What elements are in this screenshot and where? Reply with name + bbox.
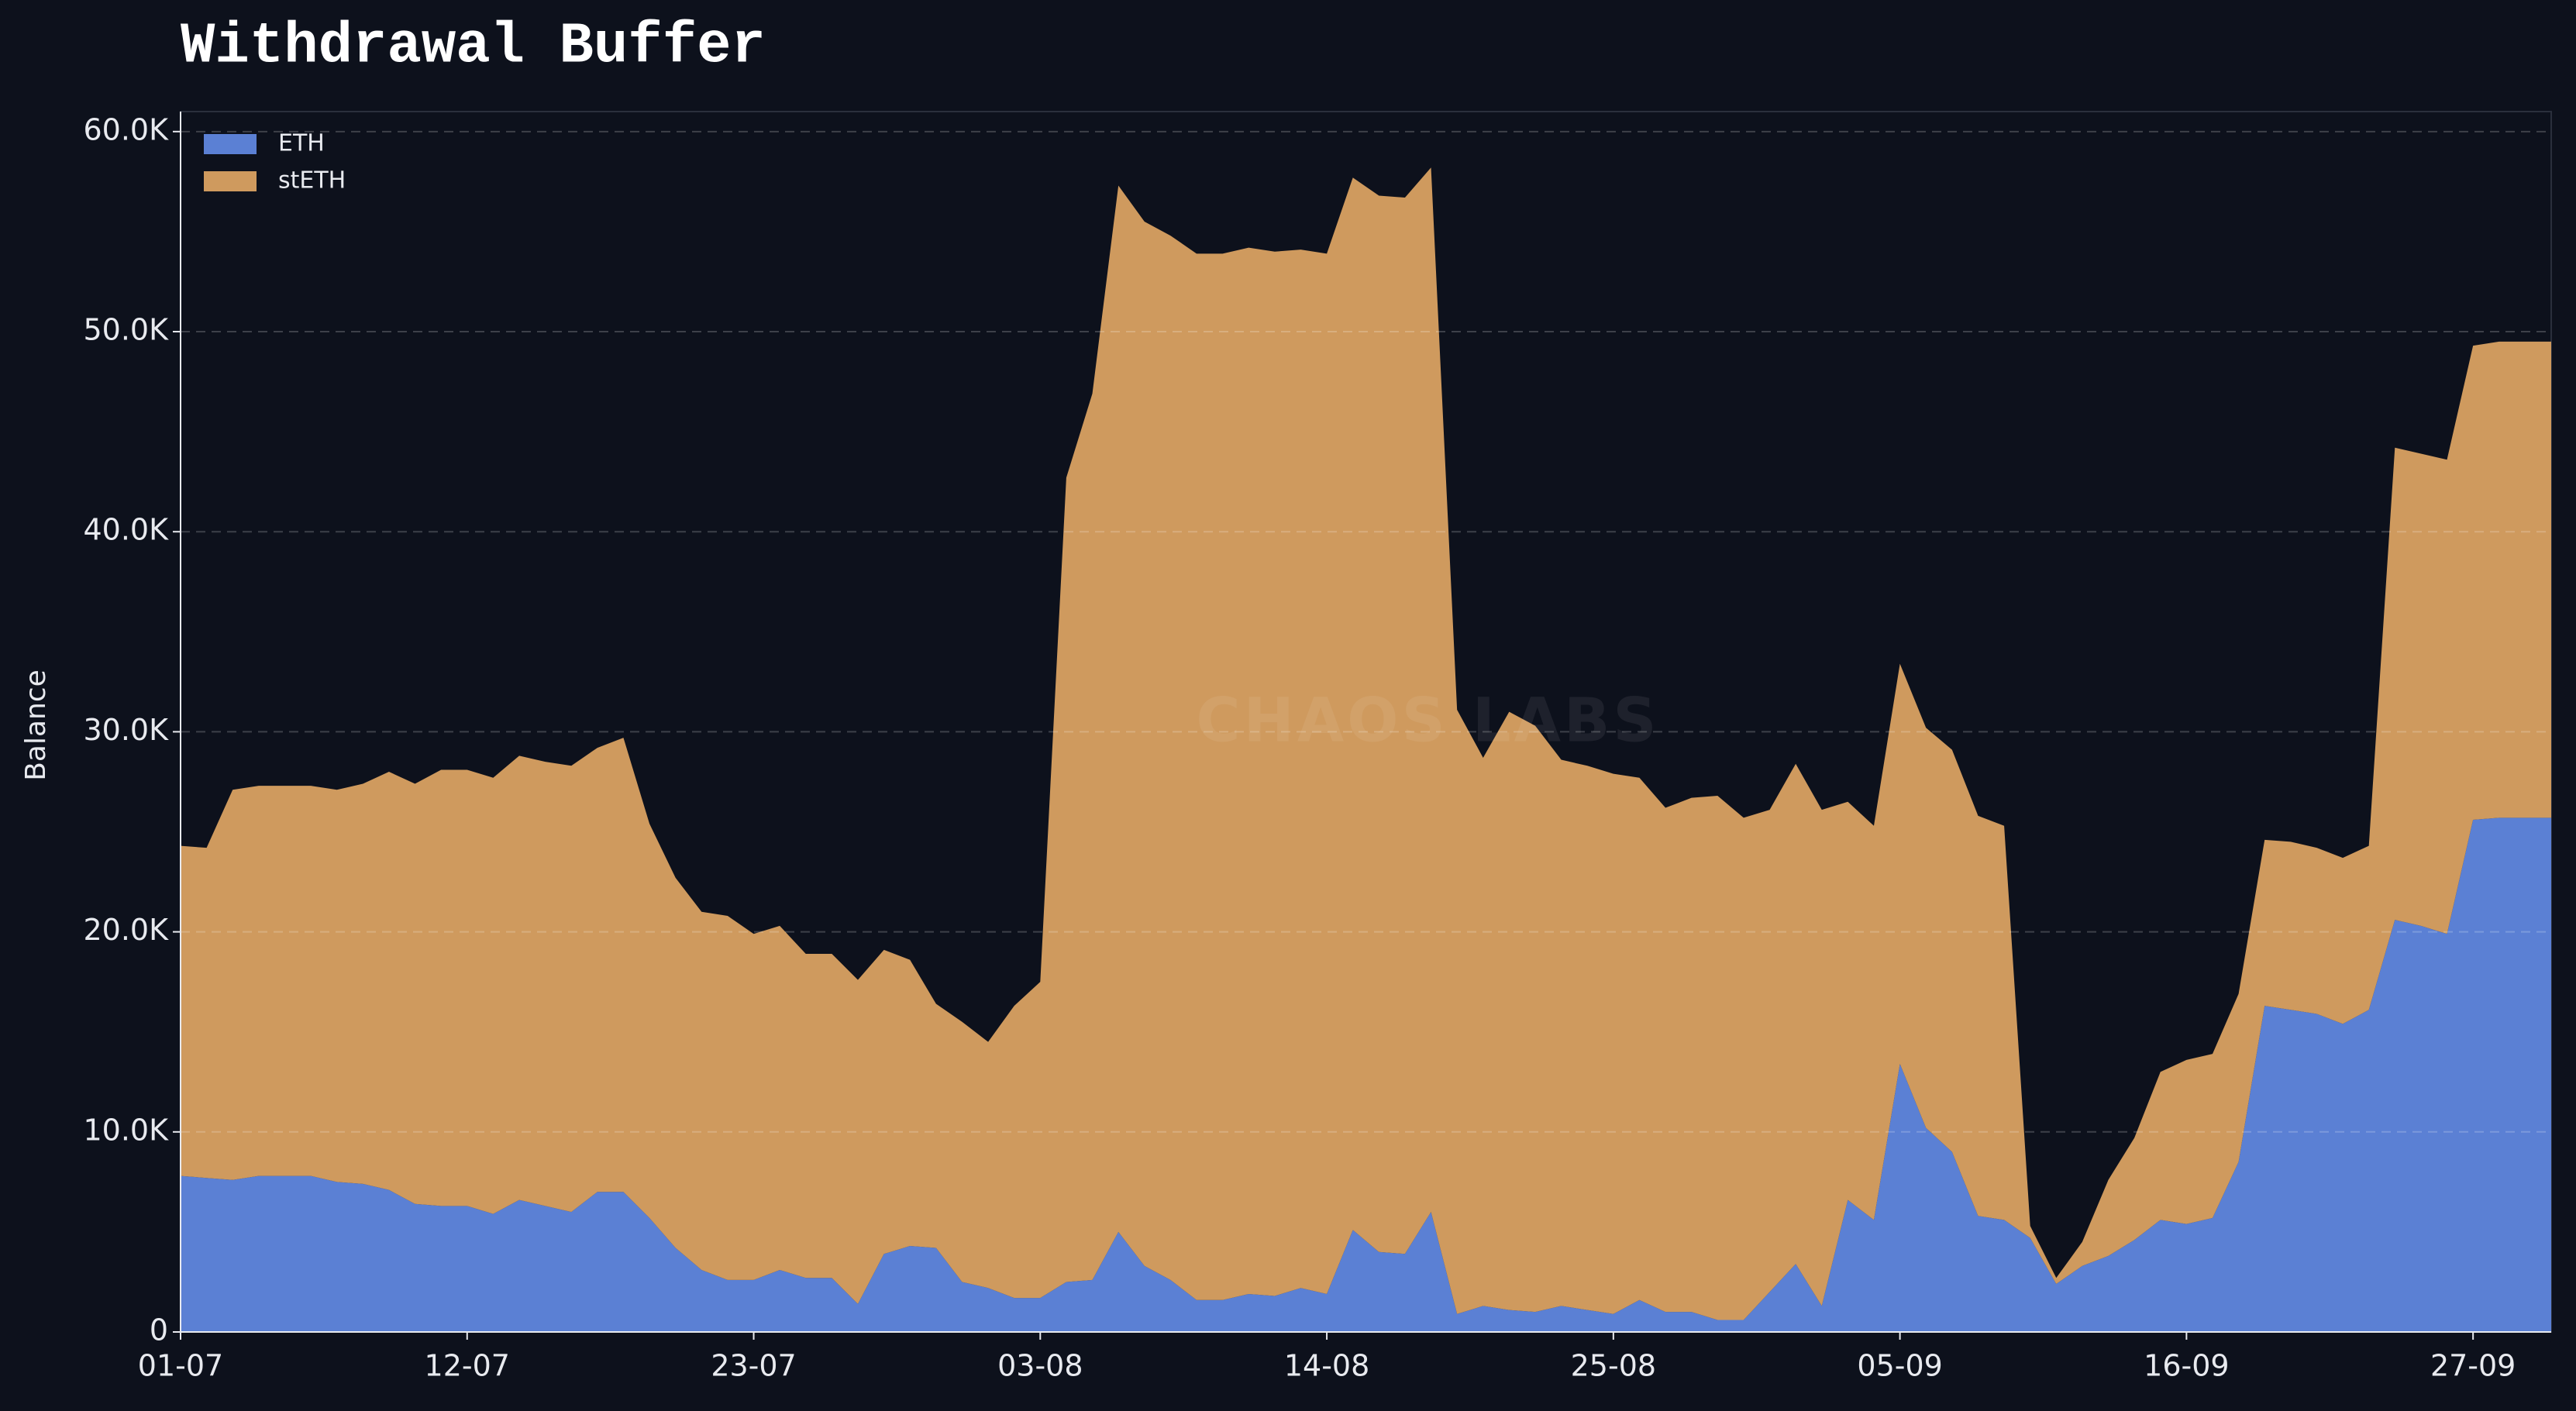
x-tick-label: 03-08: [997, 1349, 1083, 1383]
y-axis-title: Balance: [20, 669, 52, 781]
y-tick-label: 60.0K: [83, 112, 169, 146]
x-tick-label: 14-08: [1284, 1349, 1369, 1383]
y-tick-label: 10.0K: [83, 1113, 169, 1147]
area: [181, 817, 2551, 1332]
x-tick-label: 12-07: [425, 1349, 510, 1383]
y-tick-label: 30.0K: [83, 713, 169, 747]
x-tick-label: 25-08: [1571, 1349, 1656, 1383]
legend-label: stETH: [278, 167, 346, 194]
watermark: CHAOS LABS: [1196, 686, 1659, 755]
legend-swatch: [204, 171, 257, 191]
x-tick-label: 01-07: [138, 1349, 223, 1383]
legend-swatch: [204, 134, 257, 154]
x-tick-label: 05-09: [1857, 1349, 1942, 1383]
chart-title: Withdrawal Buffer: [181, 15, 766, 80]
y-tick-label: 0: [150, 1313, 168, 1347]
plot-area: 0 10.0K 20.0K 30.0K 40.0K 50.0K 60.0K 01-07 12-0…: [83, 111, 2552, 1383]
y-tick-label: 20.0K: [83, 913, 169, 947]
y-tick-label: 50.0K: [83, 313, 169, 347]
legend-label: ETH: [278, 130, 325, 157]
x-tick-label: 23-07: [711, 1349, 796, 1383]
area: [181, 167, 2551, 1320]
y-tick-label: 40.0K: [83, 513, 169, 547]
x-tick-label: 27-09: [2430, 1349, 2516, 1383]
x-tick-label: 16-09: [2144, 1349, 2229, 1383]
